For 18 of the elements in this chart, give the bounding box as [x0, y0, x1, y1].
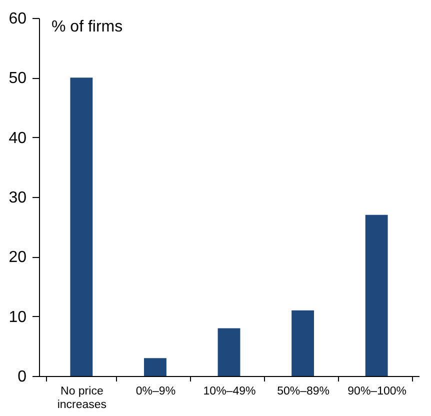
y-tick-label: 10	[8, 308, 27, 326]
bar	[70, 78, 93, 376]
y-tick-label: 40	[8, 130, 27, 147]
y-tick-label: 30	[8, 190, 27, 206]
x-tick-label: 90%–100%	[348, 386, 406, 398]
x-tick-label: 50%–89%	[277, 386, 330, 398]
x-tick-label: 0%–9%	[136, 386, 176, 398]
bar	[218, 328, 240, 376]
y-tick-label: 50	[8, 70, 27, 88]
bar	[365, 214, 388, 376]
y-tick-label: 20	[8, 249, 27, 266]
y-tick-label: 0	[18, 368, 27, 386]
y-axis-title: % of firms	[52, 18, 123, 36]
x-tick-label: 10%–49%	[203, 386, 256, 398]
bar	[144, 358, 166, 376]
x-tick-label: No price increases	[57, 386, 107, 411]
bar	[292, 310, 314, 376]
y-tick-label: 60	[8, 10, 27, 28]
